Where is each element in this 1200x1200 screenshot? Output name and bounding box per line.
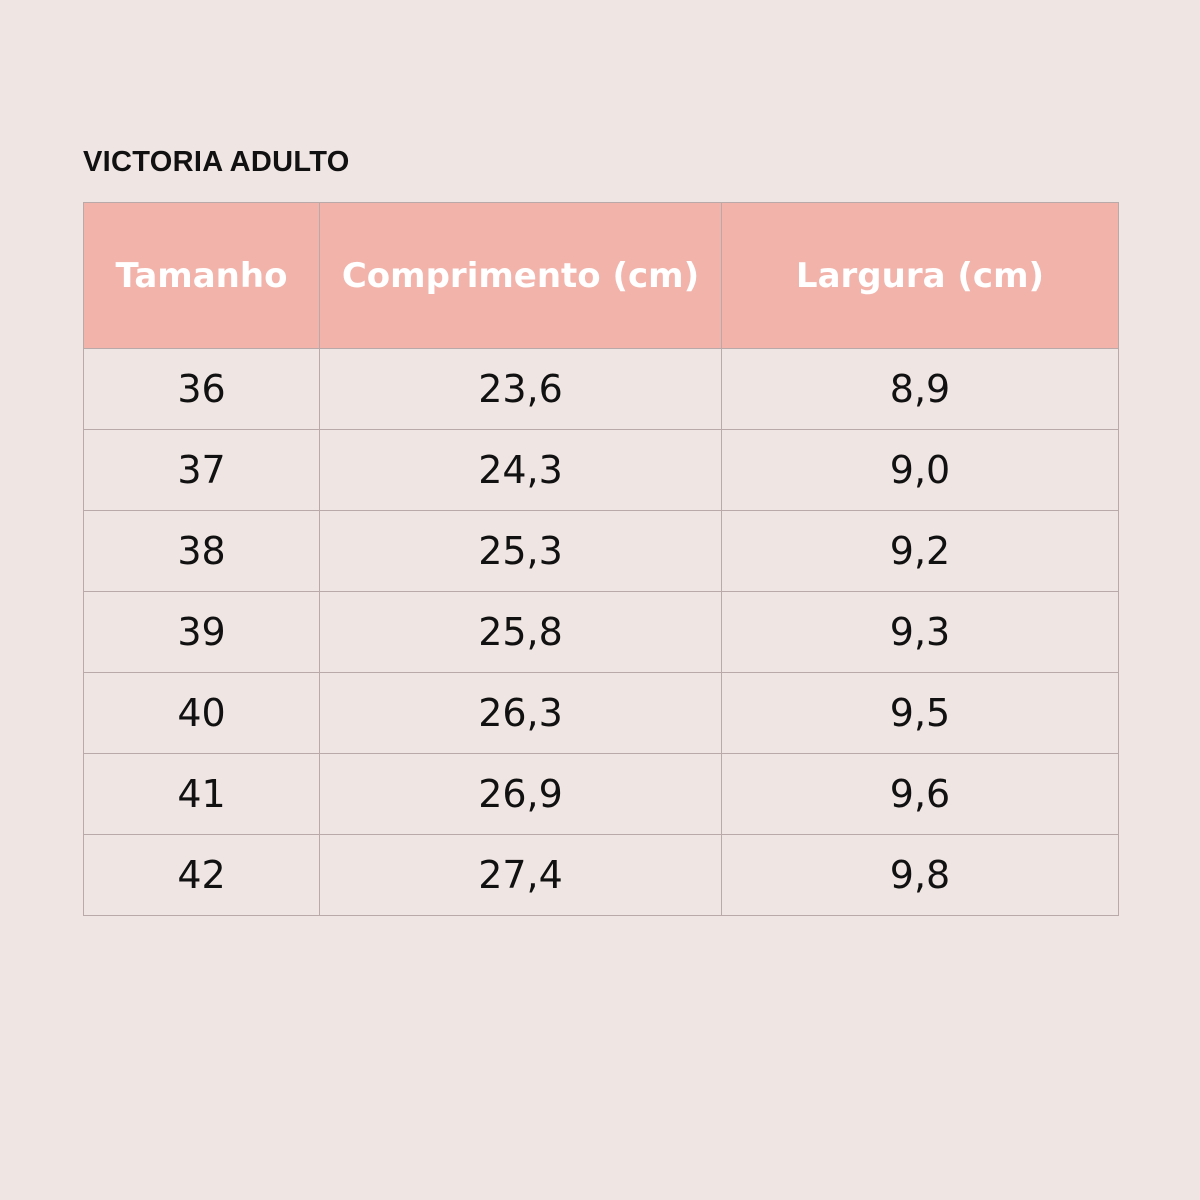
- table-cell: 24,3: [319, 429, 722, 511]
- table-row: 36 23,6 8,9: [83, 348, 1119, 430]
- table-head: Tamanho Comprimento (cm) Largura (cm): [83, 202, 1119, 349]
- table-cell: 9,2: [721, 510, 1119, 592]
- table-cell: 9,5: [721, 672, 1119, 754]
- table-cell: 42: [83, 834, 320, 916]
- table-cell: 25,3: [319, 510, 722, 592]
- table-cell: 8,9: [721, 348, 1119, 430]
- table-cell: 41: [83, 753, 320, 835]
- table-cell: 9,0: [721, 429, 1119, 511]
- table-row: 37 24,3 9,0: [83, 429, 1119, 511]
- size-table: Tamanho Comprimento (cm) Largura (cm) 36 23…: [83, 202, 1119, 916]
- table-cell: 37: [83, 429, 320, 511]
- table-row: 40 26,3 9,5: [83, 672, 1119, 754]
- column-header: Tamanho: [83, 202, 320, 349]
- table-row: 38 25,3 9,2: [83, 510, 1119, 592]
- table-cell: 39: [83, 591, 320, 673]
- header-row: Tamanho Comprimento (cm) Largura (cm): [83, 202, 1119, 349]
- table-cell: 9,8: [721, 834, 1119, 916]
- table-row: 42 27,4 9,8: [83, 834, 1119, 916]
- table-cell: 25,8: [319, 591, 722, 673]
- column-header: Largura (cm): [721, 202, 1119, 349]
- table-cell: 36: [83, 348, 320, 430]
- table-cell: 9,6: [721, 753, 1119, 835]
- table-row: 39 25,8 9,3: [83, 591, 1119, 673]
- table-body: 36 23,6 8,9 37 24,3 9,0 38 25,3 9,2 39 25,8 9,3 40 26…: [83, 348, 1119, 916]
- table-cell: 26,9: [319, 753, 722, 835]
- table-cell: 9,3: [721, 591, 1119, 673]
- table-cell: 26,3: [319, 672, 722, 754]
- column-header: Comprimento (cm): [319, 202, 722, 349]
- table-cell: 23,6: [319, 348, 722, 430]
- title: VICTORIA ADULTO: [83, 146, 350, 178]
- table-row: 41 26,9 9,6: [83, 753, 1119, 835]
- table-cell: 38: [83, 510, 320, 592]
- table-cell: 27,4: [319, 834, 722, 916]
- table-cell: 40: [83, 672, 320, 754]
